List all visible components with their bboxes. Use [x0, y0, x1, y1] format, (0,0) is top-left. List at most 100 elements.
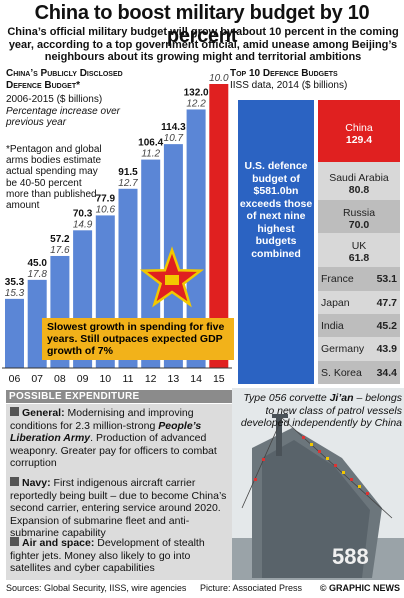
- rank-value: 43.9: [376, 343, 397, 355]
- rank-name: Germany: [321, 343, 365, 355]
- rank-value: 129.4: [345, 134, 373, 146]
- rank-value: 70.0: [348, 219, 370, 231]
- expenditure-title: General:: [22, 407, 65, 419]
- value-label-13: 114.3: [161, 122, 186, 133]
- expenditure-text: Development of stealth fighter jets. Mon…: [10, 537, 205, 574]
- right-panel-subtitle: IISS data, 2014 ($ billions): [230, 80, 348, 91]
- pct-label-11: 12.7: [118, 178, 138, 189]
- right-panel-title: Top 10 Defence Budgets: [230, 68, 338, 79]
- pct-label-06: 15.3: [5, 288, 25, 299]
- value-label-10: 77.9: [96, 193, 116, 204]
- rank-name: Japan: [321, 296, 350, 309]
- rank-row-russia: Russia 70.0: [318, 200, 400, 233]
- expenditure-item-general: General: Modernising and improving condi…: [10, 407, 230, 470]
- expenditure-title: Navy:: [22, 477, 51, 489]
- tick-label-09: 09: [77, 373, 89, 385]
- caption-ship-name: Ji’an: [329, 392, 354, 404]
- photo-caption: Type 056 corvette Ji’an – belongs to new…: [238, 392, 402, 430]
- pct-label-08: 17.6: [50, 245, 70, 256]
- tick-label-06: 06: [9, 373, 21, 385]
- expenditure-text: First indigenous aircraft carrier report…: [10, 477, 227, 539]
- defence-ranking-table: China 129.4 Saudi Arabia 80.8 Russia 70.…: [318, 100, 400, 384]
- expenditure-emphasis: People’s Liberation Army: [10, 419, 202, 445]
- period-label: 2006-2015 ($ billions): [6, 94, 103, 105]
- expenditure-text: Modernising and improving conditions for…: [10, 407, 194, 432]
- pct-label-12: 11.2: [141, 149, 160, 160]
- increase-note: Percentage increase over previous year: [6, 105, 120, 129]
- tick-label-08: 08: [54, 373, 66, 385]
- headline: China to boost military budget by 10 per…: [34, 2, 370, 47]
- bullet-square-icon: [10, 537, 19, 546]
- rank-row-s-korea: S. Korea 34.4: [318, 361, 400, 384]
- bullet-square-icon: [10, 407, 19, 416]
- expenditure-title: Air and space:: [22, 537, 95, 549]
- left-title-line2: Defence Budget*: [6, 80, 81, 91]
- rank-name: Russia: [342, 207, 376, 219]
- value-label-09: 70.3: [73, 208, 93, 219]
- rank-value: 61.8: [348, 252, 370, 264]
- tick-label-07: 07: [31, 373, 43, 385]
- value-label-07: 45.0: [27, 258, 47, 269]
- intro-text: China’s official military budget will gr…: [7, 26, 399, 63]
- caption-suffix: – belongs to new class of patrol vessels…: [240, 392, 402, 429]
- pct-label-14: 12.2: [186, 98, 206, 109]
- expenditure-item-navy: Navy: First indigenous aircraft carrier …: [10, 477, 230, 540]
- pct-label-07: 17.8: [27, 269, 47, 280]
- rank-row-saudi-arabia: Saudi Arabia 80.8: [318, 162, 400, 200]
- pla-emblem-centre: [165, 275, 179, 285]
- value-label-12: 106.4: [138, 138, 163, 149]
- tick-label-13: 13: [168, 373, 180, 385]
- slow-growth-note: Slowest growth in spending for five year…: [42, 318, 234, 360]
- rank-value: 45.2: [376, 319, 397, 332]
- value-label-06: 35.3: [5, 277, 25, 288]
- left-panel-title: China’s Publicly Disclosed Defence Budge…: [6, 68, 232, 92]
- bar-12: [141, 159, 161, 368]
- caption-prefix: Type 056 corvette: [243, 392, 330, 404]
- expenditure-text-after: . Production of advanced weaponry. Great…: [10, 432, 217, 469]
- left-panel-sub: 2006-2015 ($ billions) Percentage increa…: [6, 94, 126, 129]
- value-label-15: 145.0: [206, 70, 231, 73]
- rank-row-india: India 45.2: [318, 314, 400, 337]
- bar-15: [209, 84, 229, 368]
- tick-label-14: 14: [190, 373, 202, 385]
- warship-photo: 588: [232, 388, 404, 580]
- value-label-08: 57.2: [50, 234, 70, 245]
- rank-row-uk: UK 61.8: [318, 233, 400, 267]
- svg-text:588: 588: [332, 544, 369, 569]
- expenditure-header: Possible Expenditure: [6, 390, 232, 403]
- pct-label-09: 14.9: [73, 219, 93, 230]
- rank-value: 80.8: [348, 184, 370, 196]
- bar-06: [5, 298, 24, 368]
- rank-name: S. Korea: [321, 366, 362, 379]
- pct-label-13: 10.7: [164, 133, 184, 144]
- tick-label-12: 12: [145, 373, 157, 385]
- bar-14: [186, 109, 206, 368]
- tick-label-11: 11: [123, 373, 134, 385]
- pct-label-10: 10.6: [96, 204, 116, 215]
- bar-07: [27, 279, 47, 368]
- rank-name: India: [321, 319, 344, 332]
- us-budget-box: U.S. defence budget of $581.0bn exceeds …: [238, 100, 314, 384]
- tick-label-10: 10: [99, 373, 111, 385]
- corvette-illustration: 588: [232, 388, 404, 580]
- graphic-news-logo: © GRAPHIC NEWS: [319, 583, 400, 593]
- footnote: *Pentagon and global arms bodies estimat…: [6, 144, 102, 212]
- left-title-line1: China’s Publicly Disclosed: [6, 68, 123, 79]
- pct-label-15: 10.0: [209, 73, 229, 84]
- rank-value: 53.1: [376, 273, 397, 285]
- rank-name: Saudi Arabia: [329, 172, 389, 184]
- rank-value: 47.7: [376, 296, 397, 309]
- expenditure-item-air-space: Air and space: Development of stealth fi…: [10, 537, 230, 575]
- value-label-14: 132.0: [184, 87, 209, 98]
- rank-name: China: [345, 122, 373, 134]
- expenditure-panel: General: Modernising and improving condi…: [6, 404, 232, 580]
- bullet-square-icon: [10, 477, 19, 486]
- rank-value: 34.4: [376, 366, 397, 379]
- rank-row-germany: Germany 43.9: [318, 337, 400, 361]
- sources: Sources: Global Security, IISS, wire age…: [6, 583, 187, 593]
- rank-row-japan: Japan 47.7: [318, 291, 400, 314]
- tick-label-15: 15: [213, 373, 225, 385]
- rank-name: France: [321, 273, 354, 285]
- rank-row-france: France 53.1: [318, 267, 400, 291]
- value-label-11: 91.5: [118, 167, 138, 178]
